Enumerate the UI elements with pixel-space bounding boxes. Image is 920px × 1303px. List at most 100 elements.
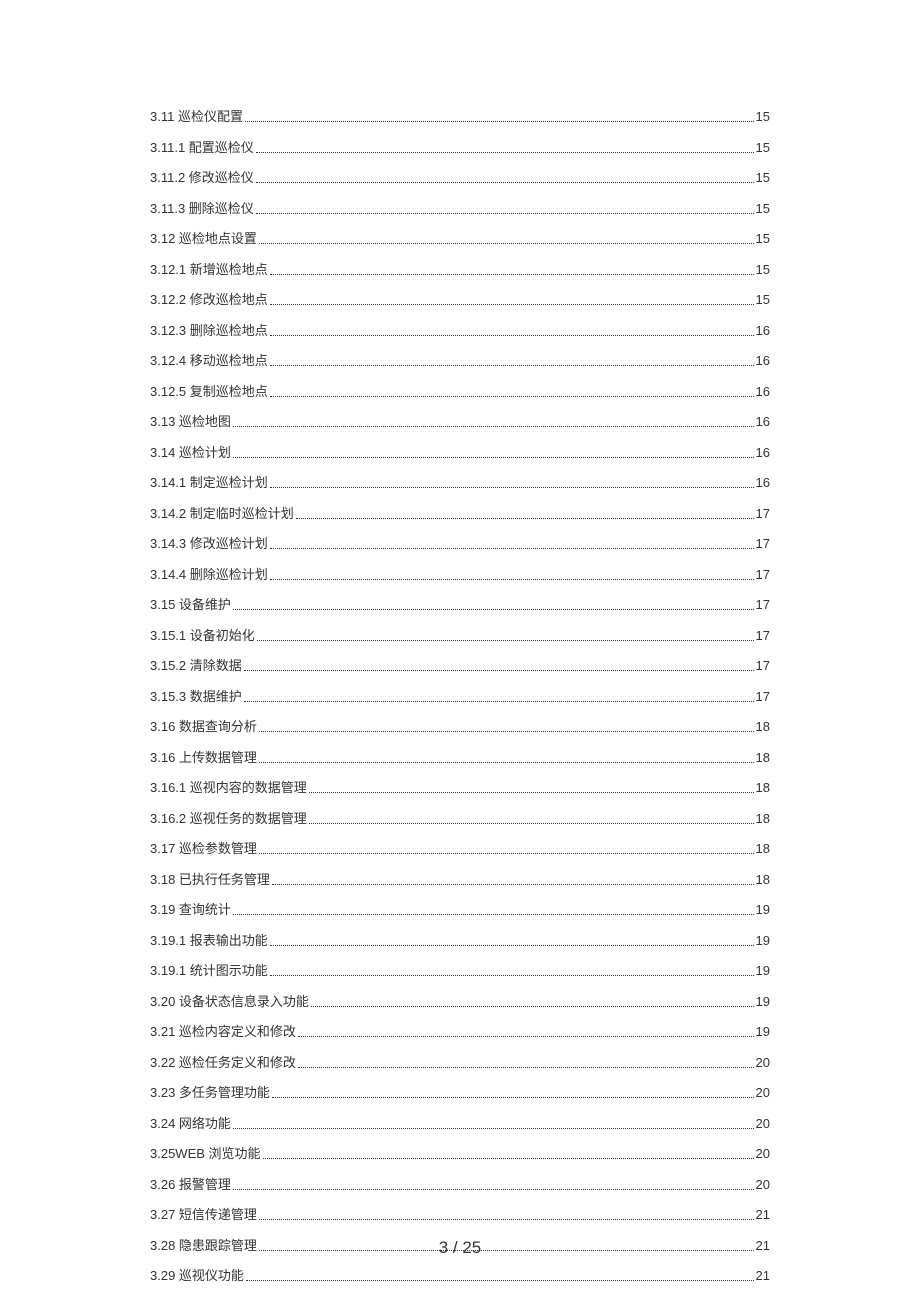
- toc-entry: 3.19 查询统计19: [150, 903, 770, 916]
- toc-dot-leader: [270, 578, 754, 580]
- toc-entry-label: 3.23 多任务管理功能: [150, 1086, 270, 1099]
- toc-entry-label: 3.18 已执行任务管理: [150, 873, 270, 886]
- toc-entry: 3.14.4 删除巡检计划17: [150, 568, 770, 581]
- toc-entry-label: 3.17 巡检参数管理: [150, 842, 257, 855]
- toc-entry-page: 16: [756, 415, 770, 428]
- toc-dot-leader: [311, 1005, 754, 1007]
- toc-entry-label: 3.19 查询统计: [150, 903, 231, 916]
- toc-dot-leader: [244, 700, 754, 702]
- toc-entry-page: 19: [756, 934, 770, 947]
- toc-dot-leader: [259, 242, 754, 244]
- toc-entry: 3.12 巡检地点设置15: [150, 232, 770, 245]
- toc-entry-label: 3.22 巡检任务定义和修改: [150, 1056, 296, 1069]
- toc-dot-leader: [272, 883, 754, 885]
- toc-entry-page: 17: [756, 598, 770, 611]
- toc-entry: 3.16 数据查询分析18: [150, 720, 770, 733]
- toc-dot-leader: [256, 151, 754, 153]
- toc-entry: 3.14.3 修改巡检计划17: [150, 537, 770, 550]
- toc-entry: 3.11.2 修改巡检仪 15: [150, 171, 770, 184]
- toc-entry: 3.16.1 巡视内容的数据管理 18: [150, 781, 770, 794]
- toc-entry-page: 17: [756, 629, 770, 642]
- toc-entry: 3.20 设备状态信息录入功能19: [150, 995, 770, 1008]
- toc-entry-label: 3.25WEB 浏览功能: [150, 1147, 261, 1160]
- toc-entry-page: 19: [756, 995, 770, 1008]
- toc-entry-page: 21: [756, 1208, 770, 1221]
- toc-entry: 3.24 网络功能 20: [150, 1117, 770, 1130]
- toc-entry-label: 3.16 数据查询分析: [150, 720, 257, 733]
- toc-entry-page: 16: [756, 476, 770, 489]
- toc-entry-page: 20: [756, 1117, 770, 1130]
- toc-entry-page: 18: [756, 812, 770, 825]
- toc-dot-leader: [233, 456, 754, 458]
- document-page: 3.11 巡检仪配置153.11.1 配置巡检仪153.11.2 修改巡检仪15…: [0, 0, 920, 1303]
- toc-entry: 3.15 设备维护17: [150, 598, 770, 611]
- toc-list: 3.11 巡检仪配置153.11.1 配置巡检仪153.11.2 修改巡检仪15…: [150, 110, 770, 1282]
- toc-entry-page: 18: [756, 842, 770, 855]
- toc-dot-leader: [259, 1218, 754, 1220]
- toc-entry: 3.22 巡检任务定义和修改20: [150, 1056, 770, 1069]
- toc-entry-label: 3.11.1 配置巡检仪: [150, 141, 254, 154]
- toc-entry: 3.12.3 删除巡检地点16: [150, 324, 770, 337]
- toc-entry: 3.29 巡视仪功能21: [150, 1269, 770, 1282]
- toc-entry-label: 3.14 巡检计划: [150, 446, 231, 459]
- toc-dot-leader: [263, 1157, 754, 1159]
- toc-entry-page: 18: [756, 781, 770, 794]
- toc-entry-page: 15: [756, 171, 770, 184]
- toc-entry: 3.11.1 配置巡检仪15: [150, 141, 770, 154]
- toc-entry-page: 20: [756, 1086, 770, 1099]
- toc-entry-label: 3.11.2 修改巡检仪: [150, 171, 254, 184]
- toc-dot-leader: [270, 547, 754, 549]
- toc-dot-leader: [246, 1279, 754, 1281]
- toc-entry-label: 3.14.3 修改巡检计划: [150, 537, 268, 550]
- toc-entry-label: 3.15.3 数据维护: [150, 690, 242, 703]
- toc-entry-label: 3.24 网络功能: [150, 1117, 231, 1130]
- toc-entry-page: 18: [756, 751, 770, 764]
- toc-entry-page: 16: [756, 354, 770, 367]
- toc-dot-leader: [233, 1127, 754, 1129]
- toc-dot-leader: [270, 974, 754, 976]
- toc-entry-page: 16: [756, 324, 770, 337]
- toc-entry: 3.19.1 统计图示功能19: [150, 964, 770, 977]
- toc-entry: 3.19.1 报表输出功能19: [150, 934, 770, 947]
- toc-entry-page: 19: [756, 964, 770, 977]
- toc-entry: 3.18 已执行任务管理 18: [150, 873, 770, 886]
- toc-entry-page: 17: [756, 568, 770, 581]
- toc-dot-leader: [270, 334, 754, 336]
- toc-dot-leader: [244, 669, 754, 671]
- toc-entry: 3.17 巡检参数管理 18: [150, 842, 770, 855]
- toc-entry: 3.15.1 设备初始化17: [150, 629, 770, 642]
- toc-entry-page: 17: [756, 507, 770, 520]
- toc-entry: 3.16.2 巡视任务的数据管理 18: [150, 812, 770, 825]
- toc-entry-label: 3.14.1 制定巡检计划: [150, 476, 268, 489]
- toc-entry-page: 19: [756, 1025, 770, 1038]
- toc-entry-label: 3.12.2 修改巡检地点: [150, 293, 268, 306]
- page-number: 3 / 25: [0, 1238, 920, 1258]
- toc-entry-label: 3.12.5 复制巡检地点: [150, 385, 268, 398]
- toc-entry: 3.15.2 清除数据 17: [150, 659, 770, 672]
- toc-dot-leader: [272, 1096, 754, 1098]
- toc-entry: 3.27 短信传递管理21: [150, 1208, 770, 1221]
- toc-entry-page: 16: [756, 385, 770, 398]
- toc-dot-leader: [270, 364, 754, 366]
- toc-dot-leader: [298, 1066, 754, 1068]
- toc-entry: 3.23 多任务管理功能 20: [150, 1086, 770, 1099]
- toc-entry-label: 3.16 上传数据管理: [150, 751, 257, 764]
- toc-entry: 3.14.1 制定巡检计划 16: [150, 476, 770, 489]
- toc-entry-label: 3.16.1 巡视内容的数据管理: [150, 781, 307, 794]
- toc-entry-label: 3.11.3 删除巡检仪: [150, 202, 254, 215]
- toc-entry: 3.15.3 数据维护 17: [150, 690, 770, 703]
- toc-entry-label: 3.14.2 制定临时巡检计划: [150, 507, 294, 520]
- toc-entry-label: 3.15.2 清除数据: [150, 659, 242, 672]
- toc-dot-leader: [270, 395, 754, 397]
- toc-entry: 3.12.2 修改巡检地点15: [150, 293, 770, 306]
- toc-entry-page: 17: [756, 690, 770, 703]
- toc-entry: 3.16 上传数据管理 18: [150, 751, 770, 764]
- toc-entry-page: 15: [756, 263, 770, 276]
- toc-entry-page: 20: [756, 1147, 770, 1160]
- toc-entry-page: 15: [756, 232, 770, 245]
- toc-entry-page: 17: [756, 659, 770, 672]
- toc-entry-page: 18: [756, 873, 770, 886]
- toc-entry: 3.12.1 新增巡检地点15: [150, 263, 770, 276]
- toc-entry-label: 3.16.2 巡视任务的数据管理: [150, 812, 307, 825]
- toc-entry: 3.14 巡检计划16: [150, 446, 770, 459]
